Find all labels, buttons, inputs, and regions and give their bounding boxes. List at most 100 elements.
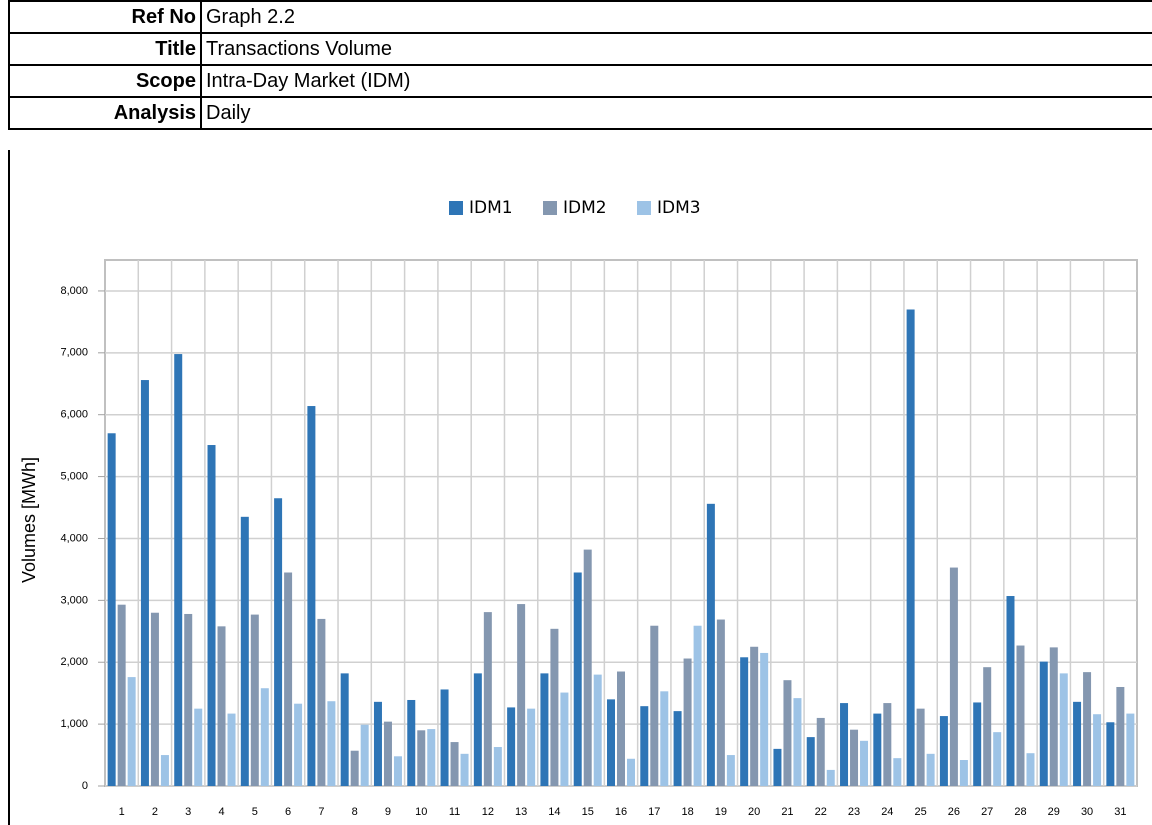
- bar: [840, 703, 849, 786]
- bar: [473, 673, 482, 786]
- bar: [640, 706, 649, 786]
- bar: [440, 689, 449, 786]
- x-tick-label: 25: [914, 806, 926, 818]
- bar: [1059, 673, 1068, 786]
- x-tick-label: 3: [185, 806, 191, 818]
- bar: [1006, 596, 1015, 786]
- bar: [550, 628, 559, 786]
- bar: [926, 753, 935, 786]
- x-tick-label: 31: [1114, 806, 1126, 818]
- y-tick-label: 8,000: [60, 285, 88, 297]
- bar: [973, 702, 982, 786]
- bar: [1026, 753, 1035, 786]
- x-tick-label: 18: [681, 806, 693, 818]
- bar: [806, 737, 815, 786]
- x-tick-label: 8: [352, 806, 358, 818]
- y-tick-label: 6,000: [60, 409, 88, 421]
- x-tick-label: 10: [415, 806, 427, 818]
- bar: [1106, 722, 1115, 786]
- x-tick-label: 29: [1048, 806, 1060, 818]
- header-row: Title Transactions Volume: [10, 34, 1152, 66]
- bar: [493, 747, 502, 786]
- x-tick-label: 24: [881, 806, 893, 818]
- x-tick-label: 5: [252, 806, 258, 818]
- bar: [284, 572, 293, 786]
- x-tick-label: 11: [449, 806, 460, 818]
- bar: [683, 658, 692, 786]
- bar: [916, 708, 925, 786]
- bar: [383, 721, 392, 786]
- bar: [673, 711, 682, 786]
- bar: [1116, 686, 1125, 786]
- x-tick-label: 12: [482, 806, 494, 818]
- bar: [460, 753, 469, 786]
- legend-label: IDM1: [469, 198, 513, 218]
- bar: [274, 498, 283, 786]
- row-label: Scope: [10, 66, 202, 96]
- bar: [983, 667, 992, 786]
- legend-swatch: [543, 201, 557, 215]
- x-tick-label: 15: [582, 806, 594, 818]
- bar: [793, 698, 802, 786]
- bar: [816, 717, 825, 786]
- bar: [140, 380, 149, 786]
- bar: [1073, 701, 1082, 786]
- bar: [117, 604, 126, 786]
- bar: [527, 708, 536, 786]
- x-tick-label: 14: [548, 806, 560, 818]
- x-tick-label: 13: [515, 806, 527, 818]
- bar: [650, 625, 659, 786]
- bar: [1049, 647, 1058, 786]
- bar: [360, 724, 369, 786]
- bar: [417, 730, 426, 786]
- bar: [340, 673, 349, 786]
- bar: [959, 760, 968, 786]
- x-tick-label: 22: [815, 806, 827, 818]
- bar: [207, 445, 216, 786]
- bar: [217, 626, 226, 786]
- bar: [693, 625, 702, 786]
- header-table: Ref No Graph 2.2 Title Transactions Volume…: [8, 0, 1152, 130]
- row-value: Graph 2.2: [206, 6, 295, 28]
- bar: [517, 604, 526, 786]
- bar: [560, 692, 569, 786]
- bar: [949, 567, 958, 786]
- x-tick-label: 20: [748, 806, 760, 818]
- x-tick-label: 26: [948, 806, 960, 818]
- bar: [483, 612, 492, 786]
- y-tick-label: 4,000: [60, 532, 88, 544]
- header-row: Ref No Graph 2.2: [10, 2, 1152, 34]
- bar: [540, 673, 549, 786]
- y-tick-label: 0: [82, 780, 88, 792]
- x-tick-label: 30: [1081, 806, 1093, 818]
- bar: [860, 740, 869, 786]
- bar: [107, 433, 116, 786]
- bar: [1093, 714, 1102, 786]
- x-tick-label: 17: [648, 806, 660, 818]
- border: [8, 150, 10, 825]
- bar: [607, 699, 615, 786]
- legend-swatch: [637, 201, 651, 215]
- bar: [617, 671, 625, 786]
- bar: [627, 758, 635, 786]
- row-label: Analysis: [10, 98, 202, 128]
- bar: [174, 354, 183, 786]
- y-tick-label: 5,000: [60, 470, 88, 482]
- bar: [260, 688, 269, 786]
- y-tick-label: 7,000: [60, 347, 88, 359]
- bar: [407, 699, 416, 786]
- bar: [773, 748, 782, 786]
- bar: [373, 701, 382, 786]
- bar: [750, 646, 759, 786]
- bar: [783, 680, 792, 786]
- x-tick-label: 9: [385, 806, 391, 818]
- bar: [850, 729, 859, 786]
- row-label: Ref No: [10, 2, 202, 32]
- y-axis-label: Volumes [MWh]: [19, 457, 39, 583]
- bar: [240, 516, 249, 786]
- x-tick-label: 2: [152, 806, 158, 818]
- bar: [150, 612, 159, 786]
- bar: [427, 729, 436, 786]
- bar: [393, 756, 402, 786]
